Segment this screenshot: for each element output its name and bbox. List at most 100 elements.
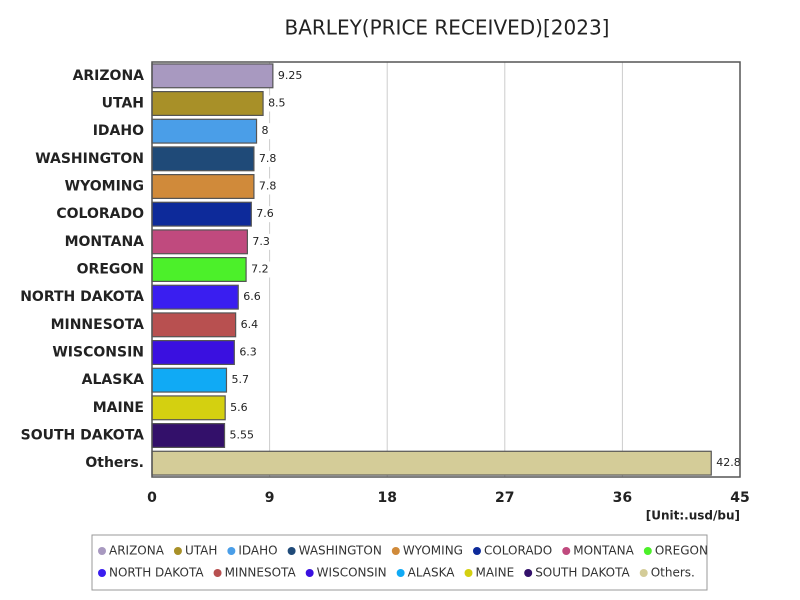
legend-label: COLORADO	[484, 544, 552, 558]
value-label: 7.8	[259, 152, 277, 165]
y-tick-label: NORTH DAKOTA	[20, 289, 144, 305]
value-label: 5.6	[230, 401, 248, 414]
x-tick-label: 9	[265, 490, 275, 506]
unit-label: [Unit:.usd/bu]	[646, 509, 740, 523]
y-tick-label: Others.	[85, 455, 144, 471]
legend-label: NORTH DAKOTA	[109, 566, 204, 580]
value-label-bg	[227, 399, 251, 416]
x-tick-label: 18	[377, 490, 396, 506]
chart-title: BARLEY(PRICE RECEIVED)[2023]	[285, 16, 610, 40]
value-label-bg	[255, 178, 280, 195]
value-label-bg	[226, 427, 258, 444]
bar	[151, 367, 228, 393]
value-label: 42.8	[716, 456, 741, 469]
x-tick-label: 36	[613, 490, 632, 506]
legend-label: ALASKA	[408, 566, 456, 580]
legend-marker	[396, 569, 405, 577]
value-label-bg	[236, 344, 260, 361]
value-label: 5.7	[231, 373, 249, 386]
bar	[151, 63, 274, 89]
y-tick-label: WYOMING	[65, 179, 144, 195]
legend-marker	[98, 547, 106, 555]
legend-marker	[305, 569, 314, 577]
value-label-bg	[258, 123, 272, 140]
value-label: 5.55	[230, 429, 255, 442]
bar	[151, 423, 226, 448]
bar	[151, 312, 237, 338]
y-tick-label: MONTANA	[65, 234, 145, 250]
legend-marker	[227, 547, 236, 555]
legend-label: MAINE	[476, 566, 515, 580]
legend-label: SOUTH DAKOTA	[535, 566, 630, 580]
value-label-bg	[713, 455, 744, 472]
y-tick-label: MINNESOTA	[51, 317, 145, 333]
value-label: 7.6	[256, 207, 274, 220]
bar	[151, 340, 235, 365]
legend-marker	[98, 569, 106, 577]
value-label-bg	[249, 233, 273, 250]
legend-marker	[639, 569, 648, 577]
value-label-bg	[274, 67, 306, 84]
value-label-bg	[248, 261, 272, 278]
value-label: 6.4	[241, 318, 258, 331]
plot-border	[151, 61, 741, 478]
value-label: 6.3	[239, 346, 257, 359]
value-label: 6.6	[243, 290, 260, 303]
legend-marker	[464, 569, 473, 577]
bar	[151, 118, 258, 144]
legend-marker	[213, 569, 222, 577]
y-tick-label: COLORADO	[56, 206, 144, 222]
legend-marker	[524, 569, 533, 577]
value-label-bg	[237, 316, 262, 333]
value-label: 8.5	[268, 97, 286, 110]
legend-label: MONTANA	[573, 544, 634, 558]
legend-label: Others.	[651, 566, 695, 580]
bar	[151, 284, 239, 310]
y-tick-label: MAINE	[93, 400, 144, 416]
bar	[151, 257, 247, 282]
value-label-bg	[228, 372, 252, 389]
bar	[151, 201, 252, 227]
y-tick-label: ALASKA	[82, 372, 145, 388]
y-tick-label: WASHINGTON	[35, 151, 144, 167]
x-tick-label: 27	[495, 490, 514, 506]
value-label: 8	[262, 124, 269, 137]
legend-label: IDAHO	[238, 544, 277, 558]
bar	[151, 229, 248, 255]
legend-label: WYOMING	[403, 544, 463, 558]
bar	[151, 146, 255, 172]
x-tick-label: 45	[730, 490, 749, 506]
y-tick-label: ARIZONA	[73, 68, 145, 84]
legend-label: WASHINGTON	[299, 544, 382, 558]
legend-marker	[173, 547, 182, 555]
value-label-bg	[253, 206, 277, 223]
value-label: 7.3	[252, 235, 269, 248]
y-tick-label: IDAHO	[93, 123, 144, 139]
legend-label: MINNESOTA	[225, 566, 297, 580]
legend-marker	[472, 547, 481, 555]
y-tick-label: WISCONSIN	[52, 345, 144, 361]
y-tick-label: OREGON	[77, 262, 144, 278]
bar	[151, 91, 264, 116]
value-label: 9.25	[278, 69, 303, 82]
value-label-bg	[255, 150, 280, 167]
y-tick-label: SOUTH DAKOTA	[21, 428, 145, 444]
legend-label: WISCONSIN	[317, 566, 387, 580]
legend-marker	[391, 547, 400, 555]
legend-marker	[287, 547, 296, 555]
legend-label: ARIZONA	[109, 544, 165, 558]
value-label: 7.8	[259, 180, 277, 193]
legend-marker	[643, 547, 652, 555]
y-tick-label: UTAH	[102, 96, 144, 112]
legend-label: OREGON	[655, 544, 708, 558]
x-tick-label: 0	[147, 490, 157, 506]
value-label-bg	[240, 289, 264, 306]
bar	[151, 395, 226, 421]
legend-box	[91, 534, 708, 591]
value-label: 7.2	[251, 263, 269, 276]
value-label-bg	[265, 95, 289, 112]
legend-marker	[562, 547, 571, 555]
bar	[151, 450, 712, 476]
bar	[151, 174, 255, 199]
legend-label: UTAH	[185, 544, 217, 558]
